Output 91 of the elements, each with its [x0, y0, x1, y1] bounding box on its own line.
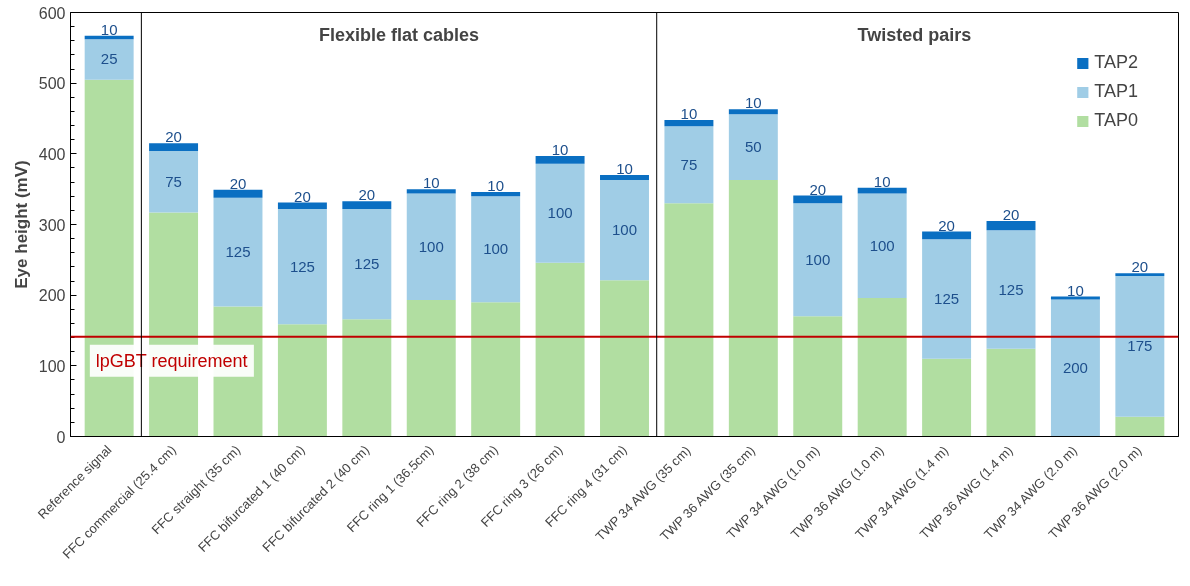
- bar: [600, 175, 649, 180]
- bar: [986, 230, 1036, 349]
- bar: [793, 316, 843, 437]
- annotation: 20: [809, 180, 827, 198]
- bar: [149, 143, 199, 152]
- annotation: 10: [680, 104, 698, 122]
- bar: [600, 280, 649, 437]
- annotation: 10: [100, 20, 118, 38]
- annotation: 10: [616, 160, 633, 178]
- annotation: 125: [998, 280, 1024, 298]
- bar: [406, 300, 456, 437]
- y-tick-label: 100: [38, 357, 66, 375]
- y-tick-label: 600: [38, 4, 66, 22]
- bar: [1115, 416, 1165, 437]
- annotation: Twisted pairs: [857, 24, 972, 45]
- annotation: 10: [873, 172, 891, 190]
- bar: [471, 302, 521, 437]
- bar: [342, 208, 392, 320]
- annotation: 100: [805, 250, 831, 268]
- bar: [406, 189, 456, 194]
- bar: [986, 220, 1036, 231]
- bar: [471, 191, 521, 197]
- annotation: 125: [289, 257, 315, 275]
- annotation: 100: [547, 204, 573, 222]
- bar: [793, 195, 843, 204]
- annotation: 20: [294, 187, 311, 205]
- annotation: 125: [354, 255, 380, 273]
- bar: [149, 151, 199, 213]
- bar: [1115, 273, 1165, 277]
- annotation: 10: [744, 94, 762, 112]
- annotation: 100: [869, 236, 895, 254]
- bar: [406, 193, 456, 301]
- y-tick-label: 500: [38, 75, 66, 93]
- bar: [793, 203, 843, 317]
- legend-label: TAP1: [1094, 81, 1138, 102]
- bar: [535, 163, 585, 263]
- annotation: 175: [1127, 337, 1153, 355]
- bar: [986, 348, 1036, 437]
- y-tick-label: 400: [38, 145, 66, 163]
- bar: [471, 196, 521, 303]
- bar: [1115, 276, 1165, 417]
- bar: [535, 262, 585, 437]
- annotation: 10: [422, 174, 440, 192]
- annotation: 10: [487, 176, 505, 194]
- annotation: 10: [1067, 281, 1084, 299]
- annotation: 10: [551, 140, 569, 158]
- bar: [664, 119, 714, 127]
- y-tick-label: 200: [38, 287, 66, 305]
- bar: [728, 114, 778, 180]
- bar: [922, 358, 972, 437]
- annotation: 20: [358, 186, 376, 204]
- bar: [277, 208, 327, 325]
- bar: [277, 202, 327, 209]
- annotation: 50: [744, 138, 762, 156]
- annotation: 100: [418, 237, 444, 255]
- y-tick-label: 300: [38, 216, 66, 234]
- bar: [664, 126, 714, 204]
- annotation: 200: [1062, 358, 1088, 376]
- annotation: 75: [165, 172, 182, 190]
- annotation: 25: [100, 50, 118, 68]
- bar: [213, 189, 263, 198]
- annotation: 125: [225, 243, 251, 261]
- bar: [922, 231, 972, 240]
- annotation: Flexible flat cables: [319, 24, 480, 45]
- annotation: 20: [1002, 205, 1020, 223]
- bar: [213, 197, 263, 307]
- annotation: 125: [934, 290, 960, 308]
- bar: [728, 179, 778, 437]
- bar: [857, 297, 907, 437]
- legend-label: TAP0: [1094, 110, 1138, 131]
- bar: [600, 179, 649, 281]
- annotation: 100: [611, 221, 638, 239]
- bar: [277, 324, 327, 437]
- bar: [84, 39, 134, 80]
- bar: [922, 239, 972, 359]
- annotation: 20: [229, 174, 247, 192]
- annotation: 100: [483, 240, 509, 258]
- legend-label: TAP2: [1094, 52, 1138, 73]
- bar: [342, 201, 392, 209]
- annotation: 75: [680, 155, 698, 173]
- annotation: 20: [1131, 258, 1149, 276]
- bar: [857, 193, 907, 298]
- y-axis-title: Eye height (mV): [11, 160, 31, 289]
- bar: [664, 203, 714, 437]
- annotation: 20: [165, 128, 182, 146]
- y-tick-label: 0: [56, 428, 66, 446]
- bar: [1050, 299, 1100, 437]
- bar: [342, 319, 392, 437]
- bar: [728, 109, 778, 115]
- bar: [535, 155, 585, 164]
- annotation: 20: [938, 216, 955, 234]
